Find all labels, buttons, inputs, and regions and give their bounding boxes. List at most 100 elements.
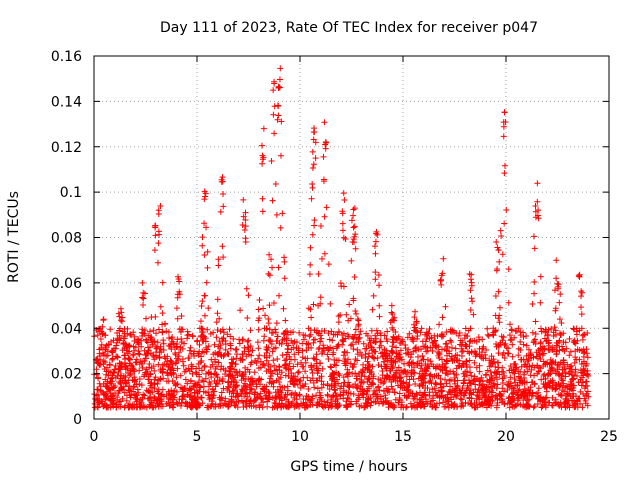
data-point bbox=[230, 356, 237, 363]
data-point bbox=[367, 339, 374, 346]
data-point bbox=[535, 394, 542, 401]
data-point bbox=[159, 328, 166, 335]
data-point bbox=[138, 360, 145, 367]
data-point bbox=[160, 346, 167, 353]
data-point bbox=[467, 306, 474, 313]
data-point bbox=[520, 371, 527, 378]
data-point bbox=[140, 391, 147, 398]
data-point bbox=[155, 403, 162, 410]
data-point bbox=[499, 385, 506, 392]
data-point bbox=[260, 399, 267, 406]
data-point bbox=[337, 312, 344, 319]
data-point bbox=[351, 223, 358, 230]
data-point bbox=[138, 399, 145, 406]
data-point bbox=[114, 329, 121, 336]
data-point bbox=[474, 375, 481, 382]
data-point bbox=[493, 369, 500, 376]
data-point bbox=[364, 403, 371, 410]
data-point bbox=[384, 363, 391, 370]
data-point bbox=[203, 279, 210, 286]
data-point bbox=[259, 396, 266, 403]
data-point bbox=[460, 403, 467, 410]
data-point bbox=[413, 327, 420, 334]
data-point bbox=[378, 342, 385, 349]
data-point bbox=[541, 371, 548, 378]
data-point bbox=[556, 316, 563, 323]
data-point bbox=[307, 244, 314, 251]
data-point bbox=[466, 390, 473, 397]
data-point bbox=[105, 395, 112, 402]
data-point bbox=[285, 366, 292, 373]
data-point bbox=[300, 336, 307, 343]
data-point bbox=[216, 377, 223, 384]
data-point bbox=[372, 339, 379, 346]
data-point bbox=[187, 344, 194, 351]
data-point bbox=[240, 400, 247, 407]
data-point bbox=[417, 365, 424, 372]
data-point bbox=[557, 291, 564, 298]
data-point bbox=[246, 400, 253, 407]
data-point bbox=[181, 385, 188, 392]
data-point bbox=[110, 398, 117, 405]
data-point bbox=[485, 333, 492, 340]
data-point bbox=[198, 367, 205, 374]
data-point bbox=[410, 348, 417, 355]
data-point bbox=[531, 290, 538, 297]
data-point bbox=[476, 352, 483, 359]
chart-title: Day 111 of 2023, Rate Of TEC Index for r… bbox=[160, 20, 538, 36]
data-point bbox=[121, 345, 128, 352]
data-point bbox=[396, 390, 403, 397]
data-point bbox=[369, 380, 376, 387]
data-point bbox=[116, 337, 123, 344]
data-point bbox=[453, 385, 460, 392]
data-point bbox=[372, 390, 379, 397]
data-point bbox=[441, 403, 448, 410]
data-point bbox=[327, 363, 334, 370]
data-point bbox=[524, 357, 531, 364]
data-point bbox=[227, 368, 234, 375]
data-point bbox=[560, 359, 567, 366]
data-point bbox=[450, 329, 457, 336]
data-point bbox=[295, 345, 302, 352]
data-point bbox=[460, 392, 467, 399]
data-point bbox=[364, 365, 371, 372]
data-point bbox=[140, 295, 147, 302]
data-point bbox=[105, 403, 112, 410]
data-point bbox=[454, 403, 461, 410]
data-point bbox=[217, 208, 224, 215]
data-point bbox=[535, 215, 542, 222]
data-point bbox=[242, 376, 249, 383]
data-point bbox=[195, 379, 202, 386]
data-point bbox=[513, 402, 520, 409]
data-point bbox=[256, 315, 263, 322]
data-point bbox=[200, 329, 207, 336]
data-point bbox=[340, 336, 347, 343]
data-point bbox=[316, 344, 323, 351]
data-point bbox=[479, 401, 486, 408]
data-point bbox=[266, 326, 273, 333]
data-point bbox=[212, 356, 219, 363]
data-point bbox=[468, 401, 475, 408]
data-point bbox=[407, 400, 414, 407]
data-point bbox=[557, 372, 564, 379]
data-point bbox=[165, 328, 172, 335]
data-point bbox=[534, 198, 541, 205]
data-point bbox=[145, 332, 152, 339]
data-point bbox=[429, 403, 436, 410]
data-point bbox=[213, 363, 220, 370]
data-point bbox=[516, 386, 523, 393]
data-point bbox=[222, 367, 229, 374]
data-point bbox=[137, 403, 144, 410]
data-point bbox=[195, 350, 202, 357]
data-point bbox=[500, 368, 507, 375]
data-point bbox=[94, 386, 101, 393]
data-point bbox=[169, 392, 176, 399]
data-point bbox=[220, 190, 227, 197]
data-point bbox=[549, 402, 556, 409]
data-point bbox=[272, 329, 279, 336]
data-point bbox=[251, 369, 258, 376]
data-point bbox=[214, 296, 221, 303]
data-point bbox=[94, 374, 101, 381]
data-point bbox=[578, 374, 585, 381]
data-point bbox=[231, 387, 238, 394]
